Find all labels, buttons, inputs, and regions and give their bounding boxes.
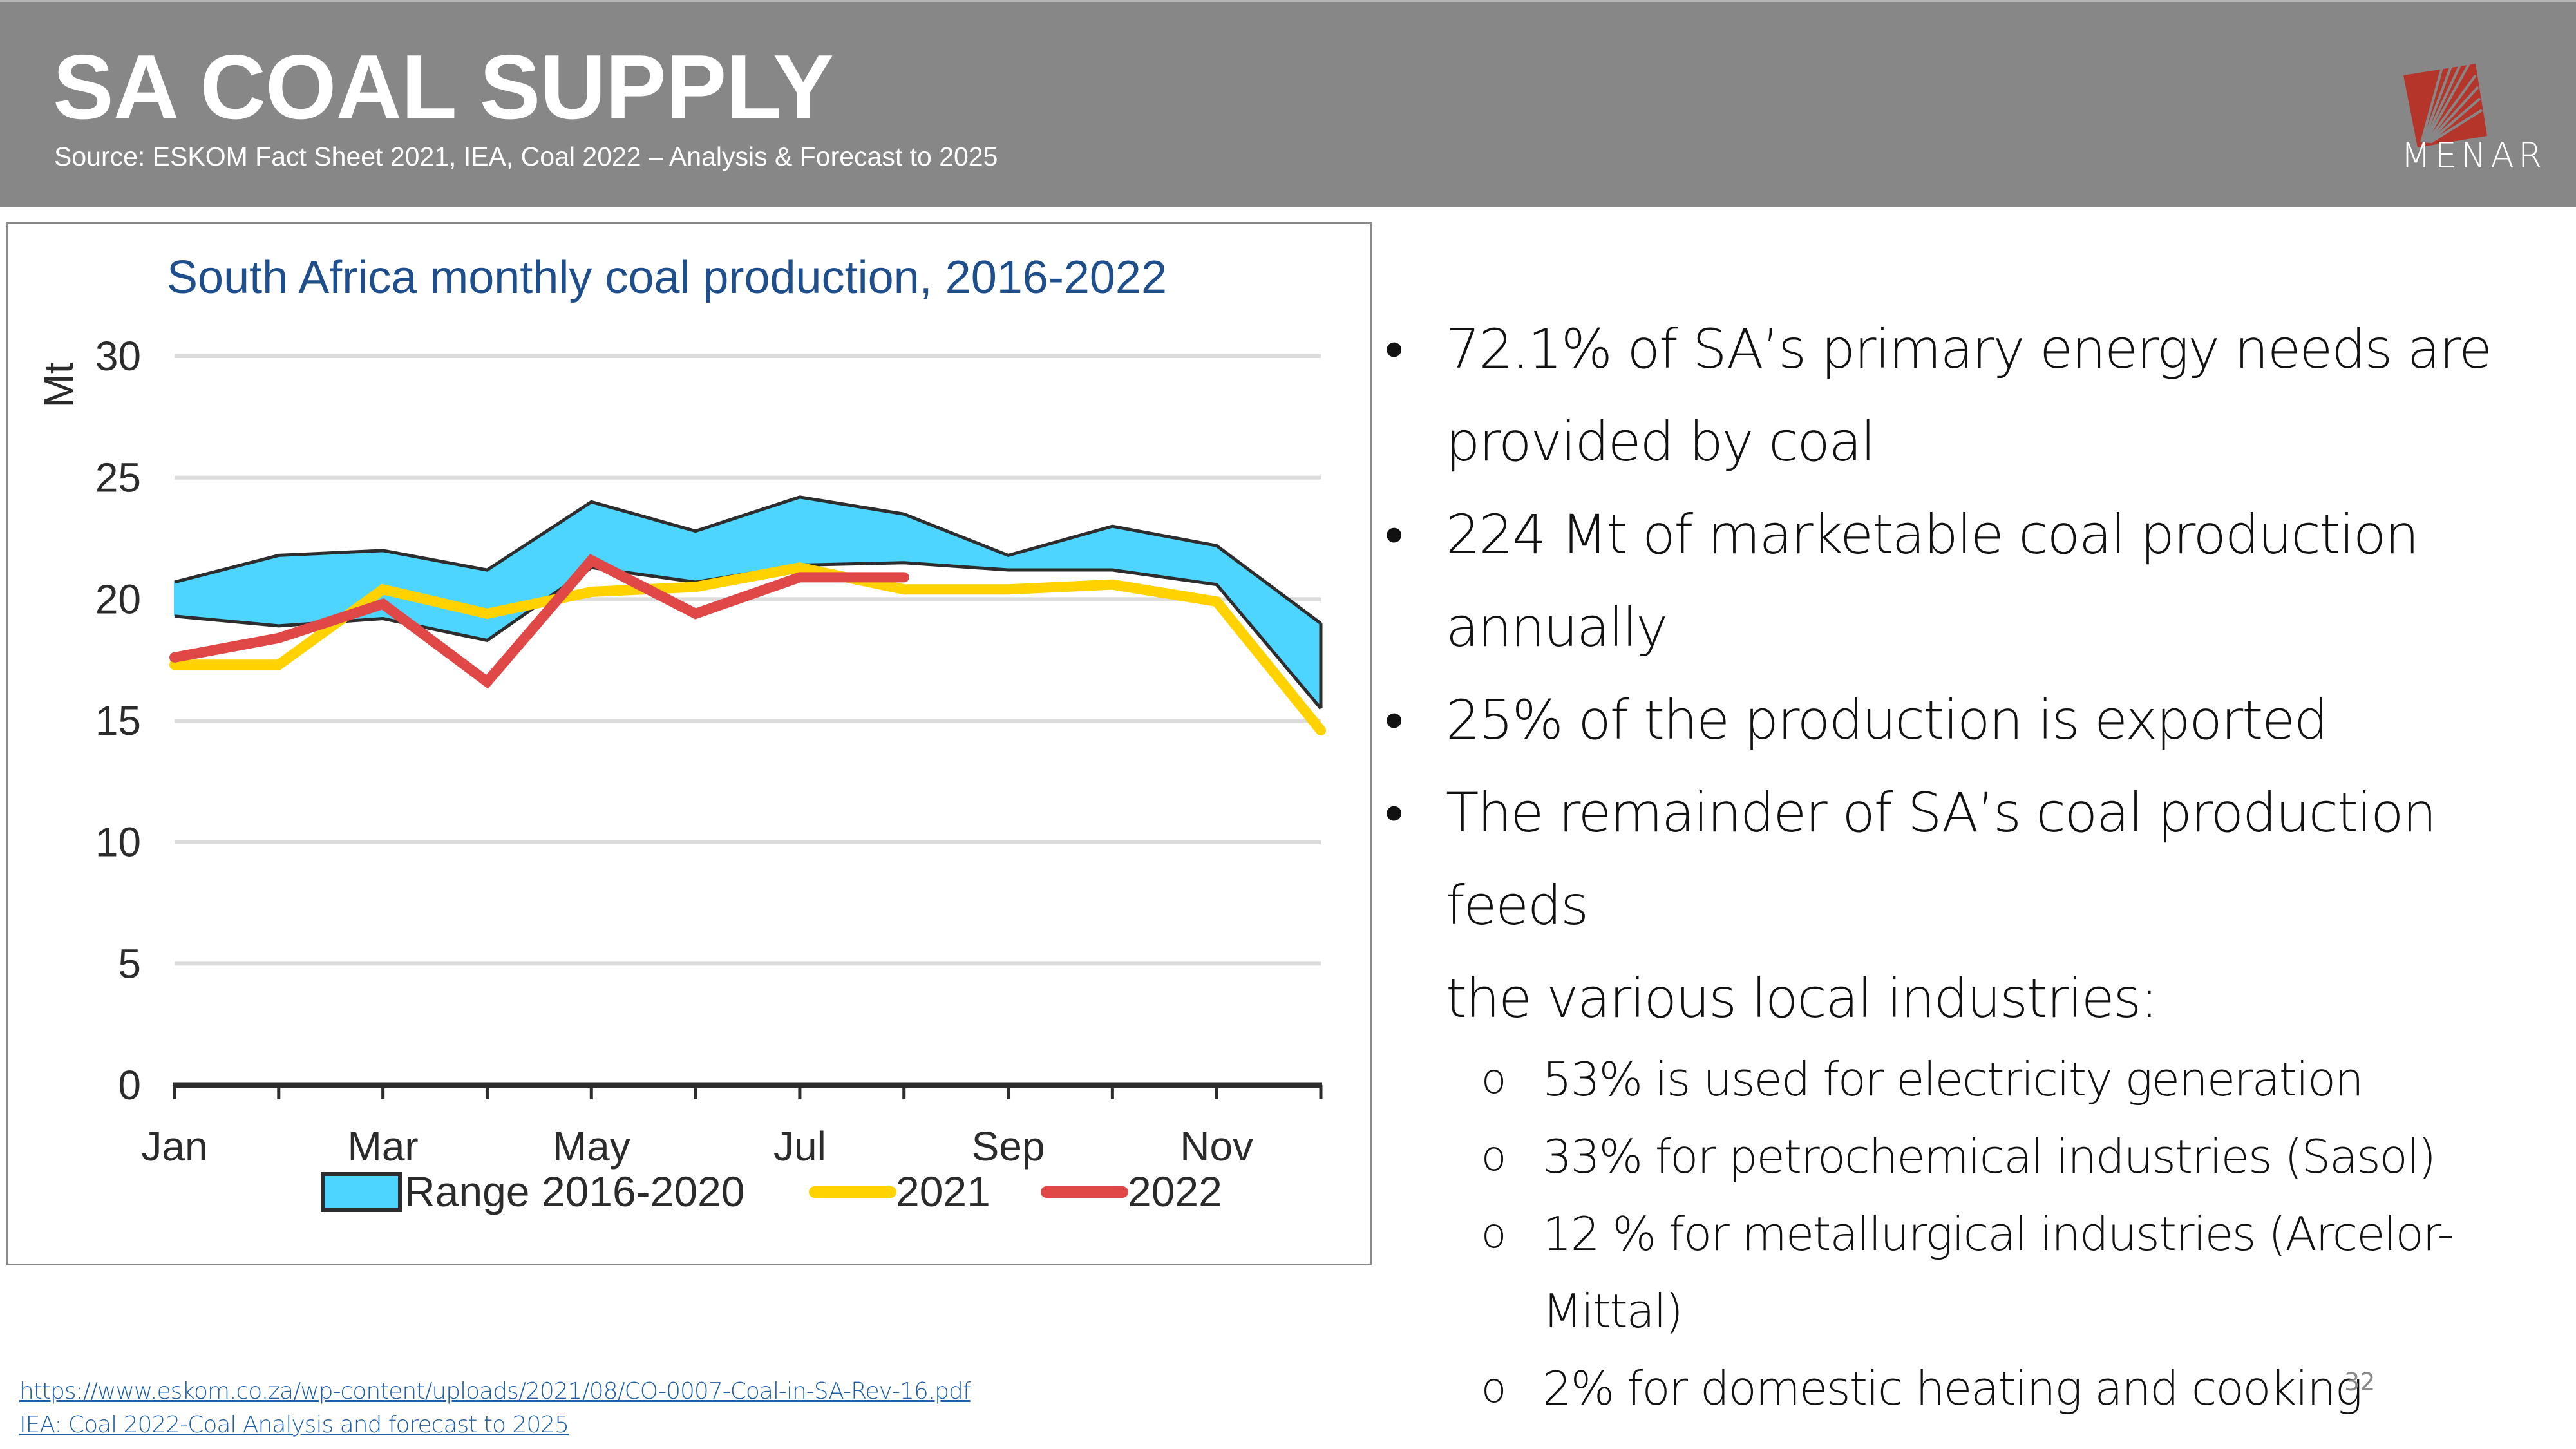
y-tick-label: 5	[118, 940, 141, 987]
bullet-item: • 72.1% of SA’s primary energy needs are p…	[1385, 303, 2576, 488]
bullet-text-line: The remainder of SA’s coal production fe…	[1446, 781, 2437, 937]
sub-bullet-item: o 12 % for metallurgical industries (Arce…	[1385, 1195, 2576, 1350]
legend-label-2022: 2022	[1128, 1168, 1222, 1215]
chart-title: South Africa monthly coal production, 20…	[167, 252, 1167, 303]
bullet-text-line: 25% of the production is exported	[1446, 688, 2328, 752]
sub-bullet-text: 2% for domestic heating and cooking	[1542, 1361, 2363, 1416]
bullet-dot-icon: •	[1385, 317, 1403, 381]
bullet-text-line: the various local industries:	[1446, 967, 2159, 1030]
bullet-dot-icon: •	[1385, 503, 1403, 566]
hollow-bullet-icon: o	[1481, 1365, 1506, 1412]
x-tick-label: Sep	[972, 1123, 1045, 1170]
hollow-bullet-icon: o	[1481, 1056, 1506, 1103]
page-number: 32	[2344, 1368, 2376, 1396]
y-tick-label: 25	[95, 455, 141, 501]
slide-header: SA COAL SUPPLY Source: ESKOM Fact Sheet …	[0, 0, 2576, 207]
sub-bullet-item: o 2% for domestic heating and cooking	[1385, 1350, 2576, 1427]
bullet-text-line: provided by coal	[1446, 410, 1876, 473]
hollow-bullet-icon: o	[1481, 1210, 1506, 1258]
y-tick-label: 10	[95, 819, 141, 866]
bullet-item: • 224 Mt of marketable coal production ann…	[1385, 488, 2576, 674]
y-axis-label: Mt	[35, 362, 82, 408]
bullet-dot-icon: •	[1385, 688, 1403, 752]
legend-swatch-range	[321, 1172, 402, 1212]
key-facts-list: • 72.1% of SA’s primary energy needs are p…	[1385, 303, 2576, 1427]
x-tick-label: Jan	[141, 1123, 207, 1170]
bullet-dot-icon: •	[1385, 781, 1403, 844]
bullet-text-line: 224 Mt of marketable coal production	[1446, 503, 2420, 566]
source-links: https://www.eskom.co.za/wp-content/uploa…	[19, 1375, 971, 1442]
range-area-layer	[174, 495, 1323, 710]
eskom-source-link[interactable]: https://www.eskom.co.za/wp-content/uploa…	[19, 1378, 971, 1405]
sub-bullet-item: o 33% for petrochemical industries (Sasol…	[1385, 1118, 2576, 1195]
y-tick-label: 15	[95, 697, 141, 744]
x-axis: Jan Mar May Jul Sep Nov	[141, 1082, 1323, 1170]
series-line-2022	[169, 553, 909, 689]
x-tick-label: Jul	[773, 1123, 826, 1170]
legend-label-range: Range 2016-2020	[404, 1168, 744, 1215]
legend-label-2021: 2021	[896, 1168, 990, 1215]
hollow-bullet-icon: o	[1481, 1133, 1506, 1180]
x-tick-label: May	[553, 1123, 630, 1170]
series-lines-layer	[169, 553, 1326, 736]
bullet-item: • 25% of the production is exported	[1385, 674, 2576, 766]
bullet-text-line: annually	[1446, 596, 1668, 659]
y-tick-label: 30	[95, 333, 141, 379]
slide-source: Source: ESKOM Fact Sheet 2021, IEA, Coal…	[54, 142, 998, 171]
slide-title: SA COAL SUPPLY	[53, 36, 834, 138]
chart-panel: South Africa monthly coal production, 20…	[6, 222, 1372, 1265]
iea-source-link[interactable]: IEA: Coal 2022-Coal Analysis and forecas…	[19, 1412, 569, 1438]
x-tick-label: Mar	[348, 1123, 419, 1170]
sub-bullet-text: 12 % for metallurgical industries (Arcel…	[1542, 1207, 2454, 1338]
chart-legend: Range 2016-2020 2021 2022	[321, 1168, 1222, 1215]
logo-wordmark: MENAR	[2401, 135, 2546, 176]
menar-logo-icon	[2403, 63, 2487, 147]
bullet-text-line: 72.1% of SA’s primary energy needs are	[1446, 317, 2492, 381]
coal-production-chart: South Africa monthly coal production, 20…	[35, 252, 1326, 1215]
y-tick-label: 0	[118, 1062, 141, 1108]
sub-bullet-item: o 53% is used for electricity generation	[1385, 1041, 2576, 1118]
series-line-2021	[169, 562, 1326, 736]
x-tick-label: Nov	[1180, 1123, 1253, 1170]
y-tick-label: 20	[95, 576, 141, 622]
sub-bullet-text: 33% for petrochemical industries (Sasol)	[1542, 1130, 2436, 1184]
gridlines	[175, 354, 1321, 966]
y-tick-labels: 0 5 10 15 20 25 30	[95, 333, 141, 1108]
bullet-item: • The remainder of SA’s coal production f…	[1385, 766, 2576, 1045]
range-upper-edge	[174, 495, 1322, 625]
sub-bullet-text: 53% is used for electricity generation	[1542, 1052, 2364, 1106]
range-area	[175, 497, 1321, 709]
